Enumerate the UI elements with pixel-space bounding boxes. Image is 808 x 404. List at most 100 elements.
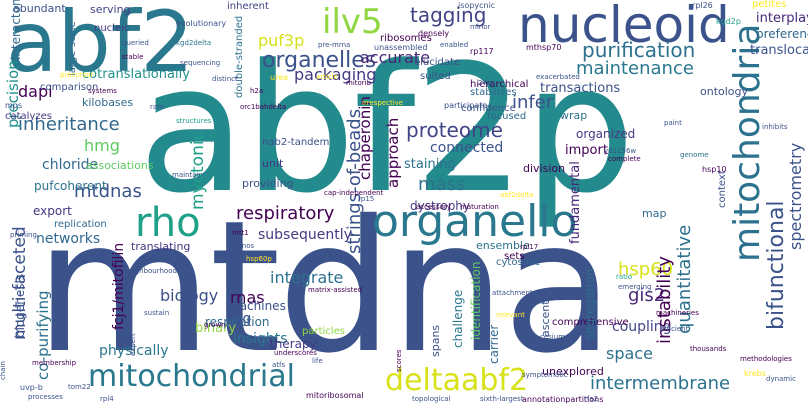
- word: intermembrane: [590, 373, 731, 394]
- word: ontology: [700, 85, 749, 98]
- word: organized: [576, 127, 636, 141]
- word: rp15: [358, 195, 375, 203]
- word: chain: [0, 361, 7, 380]
- word: minos: [233, 242, 255, 250]
- word: coupling: [612, 319, 672, 335]
- word: cesium: [540, 333, 566, 341]
- word: distinct: [212, 75, 238, 83]
- word: rpl17: [520, 243, 539, 251]
- word: expert: [129, 333, 137, 356]
- word: space: [606, 344, 653, 363]
- word: evolutionary: [176, 19, 227, 28]
- word: chaperonin: [356, 96, 374, 180]
- word: hsp10: [702, 165, 727, 174]
- word: comparison: [40, 82, 99, 93]
- word: segregation: [583, 268, 597, 340]
- word: nucleic: [94, 23, 130, 34]
- word: ilv5: [322, 2, 383, 42]
- word: networks: [36, 231, 101, 247]
- word: grown: [204, 321, 226, 329]
- word: spans: [429, 324, 442, 357]
- word: elucidate: [414, 57, 461, 68]
- word: stable: [122, 53, 144, 61]
- word: packaging: [294, 65, 377, 84]
- word: article: [316, 73, 338, 81]
- word: kgd2p: [716, 17, 741, 26]
- word: rho: [135, 200, 201, 246]
- word: log: [230, 311, 252, 327]
- word: matrix-assisted: [308, 286, 363, 294]
- word: fundamental: [568, 161, 583, 244]
- word: subsequently: [258, 227, 352, 243]
- word: inherent: [227, 1, 269, 12]
- word: systems: [88, 87, 117, 95]
- word: providing: [242, 177, 294, 190]
- word: densely: [418, 29, 450, 38]
- word: biology: [160, 286, 219, 305]
- word: life: [312, 357, 323, 365]
- word: topological: [412, 395, 451, 403]
- word: puf3p: [258, 31, 305, 50]
- word: enabled: [440, 41, 469, 49]
- word: urea: [270, 73, 289, 82]
- word: tom22: [68, 383, 91, 391]
- word: annotationpartitions: [522, 395, 604, 404]
- word: petites: [752, 0, 787, 10]
- word: suited: [420, 71, 451, 82]
- word: emerging: [618, 283, 652, 291]
- word: deltaabf2: [385, 363, 529, 398]
- word: hsp60: [618, 259, 674, 280]
- word: mtt1: [232, 229, 249, 237]
- word: h2a: [250, 87, 264, 95]
- word: ribosomes: [380, 33, 432, 44]
- word: connected: [430, 140, 504, 156]
- word: inhibits: [762, 123, 788, 131]
- word: attachment: [492, 289, 533, 297]
- word: organello: [372, 196, 578, 247]
- word: particles: [302, 326, 345, 337]
- word: approach: [384, 117, 402, 188]
- word: cap-independent: [324, 189, 384, 197]
- word: sixth-largest: [480, 395, 524, 403]
- word: rpl26: [692, 1, 713, 10]
- word: map: [642, 207, 667, 220]
- word: preference: [756, 27, 808, 41]
- word: rpl4: [100, 395, 114, 403]
- word: participate: [444, 101, 488, 110]
- word: comprehensive: [552, 317, 629, 328]
- word: sets: [504, 251, 525, 262]
- word: yd1156w: [604, 147, 637, 155]
- word: sustain: [144, 309, 170, 317]
- word: queried: [122, 39, 149, 47]
- word: dynamic: [766, 375, 796, 383]
- word: exacerbated: [536, 73, 580, 81]
- word: ensemble: [476, 239, 530, 252]
- word: context: [717, 170, 728, 208]
- word: tagging: [410, 3, 487, 27]
- word: nab2-tandem: [262, 137, 330, 148]
- word: minor: [470, 23, 491, 31]
- word: krebs: [744, 369, 766, 378]
- word: replication: [54, 219, 107, 230]
- word: pre-mrna: [318, 41, 351, 49]
- word: integrate: [270, 268, 344, 287]
- word: interactome: [9, 0, 23, 60]
- word: unassembled: [374, 43, 428, 52]
- word: gis2: [628, 285, 666, 306]
- word: structures: [176, 117, 212, 125]
- word: isopycnic: [458, 1, 496, 10]
- word: precursor: [60, 71, 94, 79]
- word: wrap: [560, 109, 588, 122]
- word: translating: [131, 240, 191, 253]
- word: accurate: [360, 48, 431, 67]
- word: carrier: [487, 324, 501, 364]
- word: ratio: [616, 273, 633, 281]
- word: therapy: [270, 337, 317, 351]
- word: rp117: [470, 47, 494, 56]
- word: division: [523, 162, 566, 175]
- word: challenge: [451, 289, 465, 348]
- word: cytosolic: [496, 257, 540, 268]
- word: efficient: [660, 325, 689, 333]
- word: mitoribosomal: [306, 391, 364, 400]
- word: underscores: [274, 349, 317, 357]
